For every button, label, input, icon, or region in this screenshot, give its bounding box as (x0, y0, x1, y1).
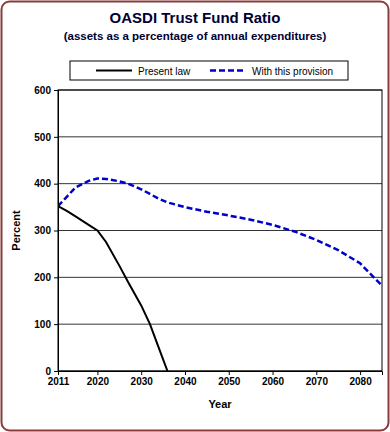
x-tick: 2030 (131, 371, 154, 387)
y-axis: 0 100 200 300 400 500 600 (34, 85, 58, 377)
x-tick-label: 2011 (48, 376, 70, 387)
series-line (58, 206, 167, 371)
y-tick-label: 500 (34, 132, 51, 143)
x-tick: 2070 (306, 371, 329, 387)
chart: OASDI Trust Fund Ratio (assets as a perce… (0, 0, 390, 432)
y-tick: 500 (34, 132, 58, 143)
x-tick: 2080 (349, 371, 372, 387)
x-tick-mark (273, 371, 274, 375)
plot-border (58, 90, 382, 371)
y-axis-title: Percent (10, 210, 22, 251)
series-group (58, 179, 382, 371)
y-tick-label: 600 (34, 85, 51, 96)
x-axis-title: Year (208, 398, 232, 410)
grid-line (58, 230, 382, 231)
y-tick: 200 (34, 272, 58, 283)
y-tick-label: 200 (34, 272, 51, 283)
frame (2, 2, 389, 431)
x-tick-label: 2080 (349, 376, 372, 387)
legend: Present law With this provision (70, 61, 348, 80)
y-axis-line (54, 91, 59, 372)
y-tick-mark (54, 324, 58, 325)
x-axis: 2011 2020 2030 2040 2050 2060 2070 2080 (48, 371, 383, 387)
plot-area (58, 90, 382, 371)
x-tick-label: 2030 (131, 376, 154, 387)
title: OASDI Trust Fund Ratio (110, 9, 281, 26)
x-tick-mark (229, 371, 230, 375)
y-tick: 400 (34, 178, 58, 189)
legend-box (70, 61, 348, 80)
x-tick-mark (185, 371, 186, 375)
x-tick-mark (360, 371, 361, 375)
y-tick-mark (54, 277, 58, 278)
grid-line (58, 324, 382, 325)
series-line (58, 179, 382, 286)
x-axis-line (59, 372, 383, 376)
x-tick-label: 2050 (218, 376, 241, 387)
y-tick-mark (54, 231, 58, 232)
x-tick-label: 2070 (306, 376, 329, 387)
y-tick-mark (54, 371, 58, 372)
y-tick-mark (54, 90, 58, 91)
y-tick: 100 (34, 319, 58, 330)
y-tick: 600 (34, 85, 58, 96)
subtitle: (assets as a percentage of annual expend… (64, 30, 327, 42)
grid (58, 90, 382, 371)
y-tick-mark (54, 137, 58, 138)
x-tick-label: 2040 (174, 376, 197, 387)
y-tick-label: 300 (34, 225, 51, 236)
y-tick-label: 400 (34, 178, 51, 189)
y-tick-label: 0 (45, 366, 51, 377)
grid-line (58, 277, 382, 278)
legend-label: With this provision (252, 66, 333, 77)
grid-line (58, 136, 382, 137)
legend-swatch (210, 69, 246, 72)
y-tick-label: 100 (34, 319, 51, 330)
x-tick: 2040 (174, 371, 197, 387)
x-tick-mark (141, 371, 142, 375)
legend-swatch (96, 70, 132, 72)
grid-line (58, 183, 382, 184)
legend-label: Present law (138, 66, 191, 77)
x-tick: 2050 (218, 371, 241, 387)
y-tick: 300 (34, 225, 58, 236)
x-tick-mark (316, 371, 317, 375)
y-tick-mark (54, 184, 58, 185)
x-tick-mark (97, 371, 98, 375)
y-tick: 0 (45, 366, 58, 377)
x-tick: 2060 (262, 371, 285, 387)
x-tick-label: 2020 (87, 376, 110, 387)
x-tick: 2020 (87, 371, 110, 387)
x-tick-label: 2060 (262, 376, 285, 387)
